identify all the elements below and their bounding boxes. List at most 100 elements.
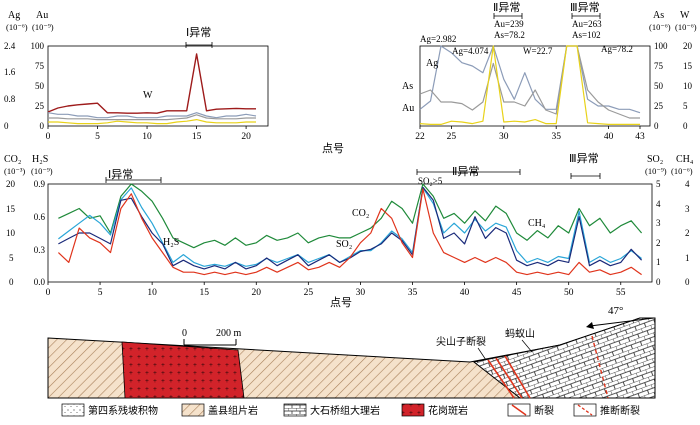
legend-swatch [283, 403, 307, 417]
annotation: SO₂>5 [418, 176, 443, 186]
legend-swatch [401, 403, 425, 417]
scale-label-200: 200 m [216, 328, 242, 339]
x-tick-label: 45 [512, 288, 522, 298]
legend-label: 第四系残坡积物 [88, 404, 158, 417]
panel-2: CO₂ H₂S (10⁻³) (10⁻⁹) SO₂ CH₄ (10⁻⁹) (10… [4, 152, 694, 309]
tick-label: 0 [656, 277, 661, 287]
x-tick-label: 10 [147, 288, 157, 298]
series-lines [57, 183, 643, 276]
x-tick-label: 15 [199, 288, 209, 298]
leader-line [477, 347, 487, 361]
x-tick-label: 40 [604, 132, 614, 142]
anomaly-range-ends [105, 177, 162, 183]
series-line-as [419, 45, 640, 119]
series-label-w: W [143, 90, 153, 101]
series-line-w [47, 53, 256, 114]
plot-frame [47, 183, 653, 283]
h2s-axis-label: H₂S [32, 154, 48, 165]
tick-label: 1 [656, 257, 661, 267]
tick-label: 5 [683, 101, 688, 111]
x-tick-label: 0 [46, 288, 51, 298]
tick-label: 0.0 [34, 277, 46, 287]
series-label-ch4: CH₄ [528, 218, 546, 229]
co2-axis-unit: (10⁻³) [4, 166, 25, 176]
plot-frame-left [47, 45, 269, 127]
w-ticks: 20 15 10 5 0 [683, 41, 693, 131]
annotation: Au=239 [494, 19, 524, 29]
legend-label: 推断断裂 [600, 404, 640, 417]
series-label-as: As [402, 81, 413, 92]
leader-line [521, 339, 533, 353]
series-label-h2s: H₂S [163, 237, 179, 248]
anomaly-range-ends [493, 13, 523, 19]
x-tick-label: 20 [241, 132, 251, 142]
tick-label: 0 [683, 121, 688, 131]
h2s-ticks: 0.9 0.6 0.3 0.0 [34, 179, 46, 287]
tick-label: 1 [685, 253, 690, 263]
so2-axis-label: SO₂ [647, 154, 663, 165]
annotation: Ag=78.2 [601, 44, 633, 54]
ag-ticks: 2.4 1.6 0.8 0 [4, 41, 16, 131]
h2s-axis-unit: (10⁻⁹) [31, 166, 53, 176]
tick-label: 10 [683, 81, 693, 91]
anomaly-label: Ⅲ异常 [569, 152, 599, 165]
tick-label: 20 [6, 179, 16, 189]
tick-label: 15 [6, 204, 16, 214]
w-axis-unit: (10⁻⁶) [675, 22, 697, 32]
anomaly-range-ends [570, 173, 601, 179]
tick-label: 0 [685, 277, 690, 287]
so2-ticks: 5 4 3 2 1 0 [656, 179, 661, 287]
ch4-axis-label: CH₄ [676, 154, 694, 165]
anomaly-1: Ⅰ异常 [105, 168, 162, 183]
tick-label: 2 [685, 228, 690, 238]
tick-label: 2.4 [4, 41, 16, 51]
series-label-ag: Ag [426, 58, 438, 69]
legend-label: 断裂 [534, 404, 554, 417]
series-line-as [48, 114, 256, 121]
tick-label: 1.6 [4, 67, 16, 77]
tick-label: 0.3 [34, 245, 46, 255]
annotation: Ag=2.982 [420, 34, 456, 44]
anomaly-3: Ⅲ异常 [569, 152, 601, 179]
anomaly-3: Ⅲ异常 [570, 1, 601, 19]
x-tick-label: 0 [46, 132, 51, 142]
legend-label: 花岗斑岩 [428, 404, 468, 417]
tick-label: 75 [35, 61, 45, 71]
x-tick-label: 35 [551, 132, 561, 142]
cross-section: 0 200 m 尖山子断裂 蚂蚁山 47° [47, 305, 656, 399]
series-labels: SO₂>5 H₂S SO₂ CO₂ CH₄ [163, 176, 546, 250]
plot-frame-right [419, 45, 651, 127]
ag-axis-unit: (10⁻⁶) [6, 22, 28, 32]
tick-label: 0 [654, 121, 659, 131]
anomaly-1: Ⅰ异常 [185, 26, 213, 48]
legend-inferred-fault-line [577, 404, 593, 416]
x-tick-label: 20 [252, 288, 262, 298]
anomaly-label: Ⅰ异常 [186, 26, 211, 39]
series-label-so2: SO₂ [336, 239, 352, 250]
panel-1: Ag Au (10⁻⁶) (10⁻⁹) As W (10⁻⁶) (10⁻⁶) 2… [4, 1, 697, 155]
x-tick-label: 40 [460, 288, 470, 298]
legend-item-granite: 花岗斑岩 [401, 403, 468, 417]
x-tick-label: 15 [192, 132, 202, 142]
granite-porphyry-unit [121, 341, 245, 399]
tick-label: 25 [35, 101, 45, 111]
au-axis-label: Au [36, 10, 48, 21]
anomaly-range-ends [185, 42, 213, 48]
anomaly-range-ends [571, 13, 601, 19]
legend-swatch [573, 403, 597, 417]
legend-item-quaternary: 第四系残坡积物 [61, 403, 158, 417]
as-axis-unit: (10⁻⁶) [649, 22, 671, 32]
x-axis-label: 点号 [322, 142, 344, 155]
fault-line [495, 357, 523, 399]
as-ticks: 100 75 50 25 0 [654, 41, 668, 131]
inferred-fault-line [591, 335, 609, 399]
tick-label: 0 [9, 277, 14, 287]
tick-label: 3 [685, 204, 690, 214]
x-tick-label: 30 [356, 288, 366, 298]
legend-swatch [181, 403, 205, 417]
tick-label: 100 [654, 41, 668, 51]
ag-axis-label: Ag [8, 10, 20, 21]
anomaly-label: Ⅱ异常 [452, 165, 479, 178]
annotation: As=102 [572, 30, 601, 40]
x-tick-label: 5 [98, 288, 103, 298]
